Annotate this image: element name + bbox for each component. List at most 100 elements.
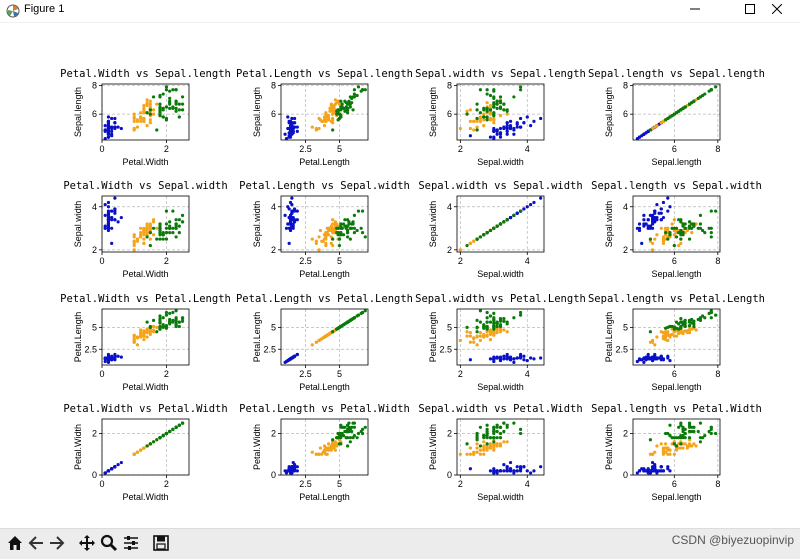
data-point-virginica [148,324,152,329]
x-tick-label: 6 [672,144,677,154]
data-point-setosa [505,121,509,125]
data-point-virginica [518,427,523,431]
data-point-setosa [295,218,299,222]
data-point-virginica [518,88,523,92]
data-point-virginica [343,425,347,429]
y-tick-label: 2 [271,429,276,439]
data-point-virginica [683,226,687,230]
data-point-virginica [502,319,506,323]
data-point-virginica [363,235,367,239]
data-point-versicolor [672,452,676,456]
data-point-virginica [698,436,703,440]
save-button[interactable] [150,532,172,554]
data-point-setosa [113,121,117,125]
data-point-virginica [355,93,359,98]
data-point-virginica [692,429,696,434]
data-point-versicolor [677,446,681,450]
data-point-setosa [646,357,650,361]
configure-subplots-button[interactable] [120,532,142,554]
x-tick-label: 6 [672,256,677,266]
y-tick-label: 0 [271,470,276,480]
data-point-virginica [171,209,175,213]
data-point-setosa [529,203,533,207]
data-point-versicolor [666,446,670,450]
data-point-virginica [158,106,162,111]
y-tick-label: 2 [92,245,97,255]
data-point-virginica [709,425,713,429]
data-point-versicolor [155,226,159,230]
data-point-setosa [532,469,536,473]
y-axis-label: Petal.Length [73,312,83,363]
data-point-setosa [116,354,120,358]
data-point-setosa [502,463,506,467]
data-point-versicolor [328,109,332,113]
data-point-virginica [698,213,703,217]
data-point-setosa [522,354,526,358]
y-tick-label: 6 [623,109,628,119]
data-point-virginica [351,95,355,99]
data-point-versicolor [664,442,668,446]
data-point-setosa [468,358,472,362]
back-button[interactable] [25,532,47,554]
data-point-virginica [485,324,489,329]
data-point-setosa [512,132,516,136]
data-point-setosa [646,218,650,222]
data-point-virginica [180,108,185,112]
data-point-virginica [518,209,523,213]
data-point-versicolor [325,116,329,121]
data-point-setosa [646,352,650,357]
x-tick-label: 2 [164,144,169,154]
data-point-virginica [495,224,499,228]
data-point-virginica [502,429,506,434]
data-point-virginica [488,320,493,324]
home-button[interactable] [4,532,26,554]
data-point-virginica [683,324,687,328]
data-point-setosa [116,463,120,467]
pan-button[interactable] [76,532,98,554]
subplot-title: Petal.Width vs Sepal.width [63,180,227,192]
y-tick-label: 5 [92,322,97,332]
data-point-setosa [642,469,646,473]
data-point-virginica [670,113,674,118]
data-point-virginica [679,237,683,241]
data-point-virginica [171,320,175,324]
data-point-versicolor [468,334,472,338]
data-point-setosa [502,469,506,473]
data-point-setosa [666,196,670,200]
data-point-virginica [335,112,339,116]
data-point-virginica [337,108,342,112]
maximize-button[interactable] [727,0,773,22]
data-point-virginica [709,88,713,92]
data-point-setosa [505,356,509,360]
data-point-setosa [518,465,523,469]
data-point-virginica [168,96,172,100]
close-button[interactable] [754,0,800,22]
data-point-setosa [495,356,499,360]
data-point-versicolor [488,338,493,342]
data-point-setosa [512,360,516,364]
data-point-setosa [522,121,526,125]
data-point-versicolor [468,126,472,131]
zoom-button[interactable] [98,532,120,554]
data-point-virginica [350,101,354,105]
data-point-versicolor [468,446,472,450]
subplot-13: 0 2 0 2 Petal.Width vs Petal.Width Petal.Widt… [63,403,227,502]
axes-frame [456,195,545,253]
data-point-setosa [488,135,493,139]
y-tick-label: 6 [447,109,452,119]
data-point-virginica [703,231,707,235]
forward-button[interactable] [46,532,68,554]
data-point-virginica [347,220,351,224]
data-point-virginica [161,237,165,241]
data-point-setosa [637,469,642,473]
minimize-button[interactable] [672,0,718,22]
data-point-virginica [331,237,335,241]
data-point-versicolor [677,243,681,248]
data-point-virginica [348,95,352,99]
subplot-10: 2.5 5 2.5 5 Petal.Length vs Petal.Length Peta… [236,293,413,392]
data-point-virginica [512,316,516,320]
data-point-virginica [502,108,506,112]
x-axis-label: Sepal.length [651,157,701,167]
y-axis-label: Sepal.length [252,87,262,137]
